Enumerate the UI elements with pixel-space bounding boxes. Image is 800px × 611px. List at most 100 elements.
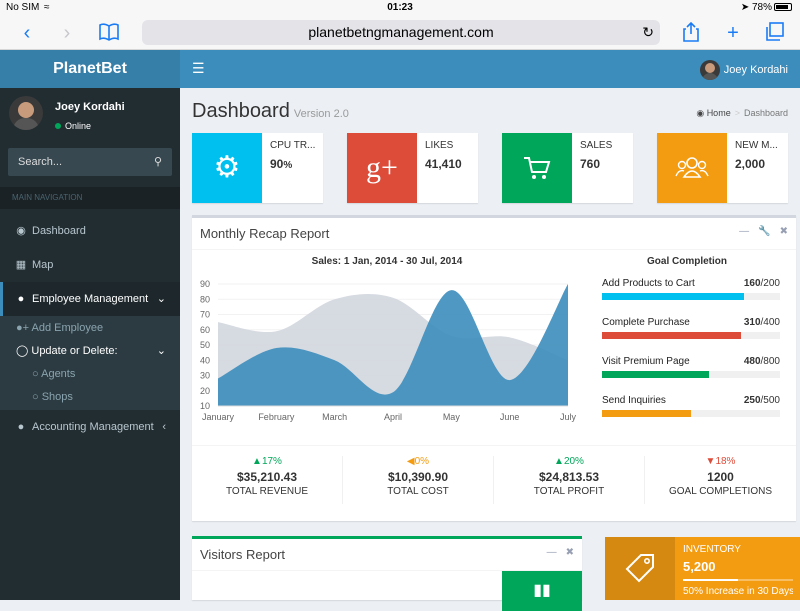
y-tick-label: 20	[200, 386, 210, 396]
battery-icon	[774, 3, 792, 12]
close-icon[interactable]: ✖	[779, 226, 788, 237]
new-tab-icon[interactable]: +	[727, 22, 739, 44]
sidebar: PlanetBet Joey Kordahi Online Search... …	[0, 50, 180, 600]
info-box-cpu: ⚙ CPU TR... 90%	[192, 133, 323, 203]
chevron-down-icon: ⌄	[156, 293, 166, 305]
x-tick-label: May	[443, 412, 461, 422]
inventory-progress	[683, 579, 793, 581]
sidebar-item-add-employee[interactable]: ●+ Add Employee	[0, 317, 180, 340]
goal-item: Complete Purchase 310/400	[602, 317, 780, 351]
employee-submenu: ●+ Add Employee ◯ Update or Delete: ⌄ ○ …	[0, 316, 180, 410]
sidebar-item-update-delete[interactable]: ◯ Update or Delete: ⌄	[0, 340, 180, 363]
share-icon[interactable]	[680, 21, 702, 44]
wrench-icon[interactable]: 🔧	[758, 226, 771, 237]
stat-goal-completions: ▼18% 1200 GOAL COMPLETIONS	[645, 456, 796, 504]
info-box-value: 41,410	[425, 157, 462, 171]
stat-total-revenue: ▲17% $35,210.43 TOTAL REVENUE	[192, 456, 343, 504]
goal-completion-title: Goal Completion	[647, 256, 727, 267]
main-content: Dashboard Version 2.0 ◉ Home > Dashboard ⚙ …	[180, 88, 800, 611]
close-icon[interactable]: ✖	[565, 547, 574, 558]
goal-label: Add Products to Cart	[602, 278, 695, 289]
sidebar-item-label: Agents	[41, 368, 76, 380]
sidebar-item-agents[interactable]: ○ Agents	[0, 363, 180, 386]
box-title: Visitors Report	[200, 547, 286, 562]
goal-item: Add Products to Cart 160/200	[602, 278, 780, 312]
goal-progress-fill	[602, 371, 709, 378]
page-title: Dashboard Version 2.0	[192, 100, 349, 123]
goal-value: 250/500	[743, 395, 780, 406]
location-icon: ➤	[740, 2, 752, 13]
battery-text: 78%	[751, 2, 772, 13]
inventory-description: 50% Increase in 30 Days	[683, 586, 793, 597]
stat-total-cost: ◀0% $10,390.90 TOTAL COST	[343, 456, 494, 504]
caret-up-icon: ▲	[554, 456, 564, 467]
wifi-icon: ≈	[44, 2, 50, 13]
stat-label: TOTAL REVENUE	[225, 486, 309, 497]
user-icon: ●	[17, 293, 25, 305]
user-plus-icon: ●+	[16, 322, 30, 334]
x-tick-label: July	[560, 412, 577, 422]
box-title: Monthly Recap Report	[200, 226, 330, 241]
clock-text: 01:23	[387, 2, 413, 13]
dashboard-icon: ◉	[16, 225, 26, 237]
online-dot-icon	[55, 123, 61, 129]
grid-icon: ▦	[15, 259, 27, 271]
stat-percent: ▲17%	[252, 456, 282, 467]
sidebar-item-label: Map	[32, 259, 54, 271]
info-box-sales: SALES 760	[502, 133, 633, 203]
chevron-left-icon: ‹	[162, 421, 166, 433]
tabs-icon[interactable]	[764, 22, 786, 44]
navbar-user-name[interactable]: Joey Kordahi	[723, 64, 788, 76]
search-placeholder: Search...	[18, 156, 63, 168]
bookmarks-icon[interactable]	[98, 22, 120, 44]
sidebar-item-label: Dashboard	[32, 225, 86, 237]
sidebar-item-accounting-management[interactable]: ● Accounting Management ‹	[0, 410, 180, 444]
visitors-report-box: Visitors Report — ✖ ▮▮	[192, 536, 582, 611]
chevron-down-icon: ⌄	[156, 345, 166, 357]
page-version: Version 2.0	[293, 108, 349, 120]
stat-total-profit: ▲20% $24,813.53 TOTAL PROFIT	[494, 456, 645, 504]
goal-value: 160/200	[743, 278, 780, 289]
inventory-box: INVENTORY 5,200 50% Increase in 30 Days	[605, 537, 800, 600]
goal-progress-fill	[602, 410, 691, 417]
sidebar-item-shops[interactable]: ○ Shops	[0, 386, 180, 409]
caret-up-icon: ▲	[252, 456, 262, 467]
collapse-icon[interactable]: —	[739, 226, 750, 237]
stat-value: $24,813.53	[538, 470, 600, 484]
sidebar-item-dashboard[interactable]: ◉ Dashboard	[0, 214, 180, 248]
y-tick-label: 40	[200, 355, 210, 365]
nav-header: MAIN NAVIGATION	[0, 187, 180, 209]
inventory-progress-fill	[683, 579, 738, 581]
collapse-icon[interactable]: —	[546, 547, 557, 558]
user-status: Online	[55, 121, 91, 131]
sales-area-chart: 10 20 30 40 50 60 70 80 90 January February March Ap…	[200, 279, 577, 422]
info-box-label: CPU TR...	[270, 140, 316, 151]
breadcrumb-separator: >	[734, 108, 740, 118]
sidebar-search-input[interactable]: Search... ⚲	[8, 148, 172, 176]
sidebar-item-employee-management[interactable]: ● Employee Management ⌄	[0, 282, 180, 316]
info-box-label: NEW M...	[735, 140, 778, 151]
user-panel: Joey Kordahi Online	[0, 88, 180, 148]
google-plus-icon: g+	[347, 133, 417, 203]
x-tick-label: June	[500, 412, 520, 422]
stat-label: TOTAL PROFIT	[533, 486, 605, 497]
x-tick-label: February	[258, 412, 295, 422]
back-icon[interactable]: ‹	[23, 22, 31, 44]
sidebar-item-map[interactable]: ▦ Map	[0, 248, 180, 282]
reload-icon[interactable]: ↻	[642, 24, 654, 40]
breadcrumb-home[interactable]: Home	[706, 108, 731, 118]
avatar	[9, 96, 43, 130]
y-tick-label: 60	[200, 325, 210, 335]
sidebar-item-label: Update or Delete:	[31, 345, 118, 357]
search-icon[interactable]: ⚲	[153, 156, 162, 168]
circle-icon: ○	[32, 391, 39, 403]
forward-icon[interactable]: ›	[63, 22, 71, 44]
menu-toggle-icon[interactable]: ☰	[192, 60, 205, 76]
app-logo[interactable]: PlanetBet	[0, 50, 180, 88]
monthly-recap-box: Monthly Recap Report — 🔧 ✖ Sales: 1 Jan, 2…	[192, 215, 796, 521]
top-navbar: ☰ Joey Kordahi	[180, 50, 800, 88]
address-bar[interactable]: planetbetngmanagement.com ↻	[142, 20, 660, 45]
navbar-avatar[interactable]	[700, 60, 720, 80]
goal-value: 310/400	[743, 317, 780, 328]
circle-icon: ○	[32, 368, 39, 380]
